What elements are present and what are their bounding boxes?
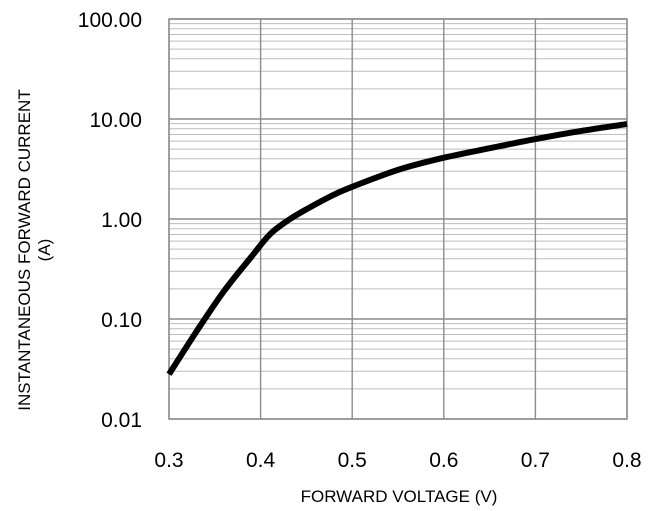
label-layer: 0.3 0.4 0.5 0.6 0.7 0.8 0.01 0.10 1.00 10.00 100.0… xyxy=(15,9,642,506)
x-tick-label: 0.3 xyxy=(154,449,183,472)
y-axis-title-unit: (A) xyxy=(35,239,54,262)
y-tick-label: 100.00 xyxy=(78,9,142,32)
series-line-0 xyxy=(166,121,628,376)
y-tick-label: 1.00 xyxy=(101,209,142,232)
plot-area-border xyxy=(168,18,628,420)
x-tick-label: 0.7 xyxy=(521,449,550,472)
axis-layer xyxy=(168,18,628,420)
x-tick-label: 0.6 xyxy=(429,449,458,472)
y-tick-label: 10.00 xyxy=(89,109,142,132)
x-tick-label: 0.4 xyxy=(246,449,276,472)
y-axis-title: INSTANTANEOUS FORWARD CURRENT xyxy=(15,89,34,410)
series-layer xyxy=(166,121,628,376)
y-tick-label: 0.01 xyxy=(101,409,142,432)
x-axis-title: FORWARD VOLTAGE (V) xyxy=(301,487,498,506)
x-tick-label: 0.8 xyxy=(612,449,641,472)
y-tick-label: 0.10 xyxy=(101,309,142,332)
grid-layer xyxy=(168,18,628,420)
x-tick-label: 0.5 xyxy=(338,449,367,472)
